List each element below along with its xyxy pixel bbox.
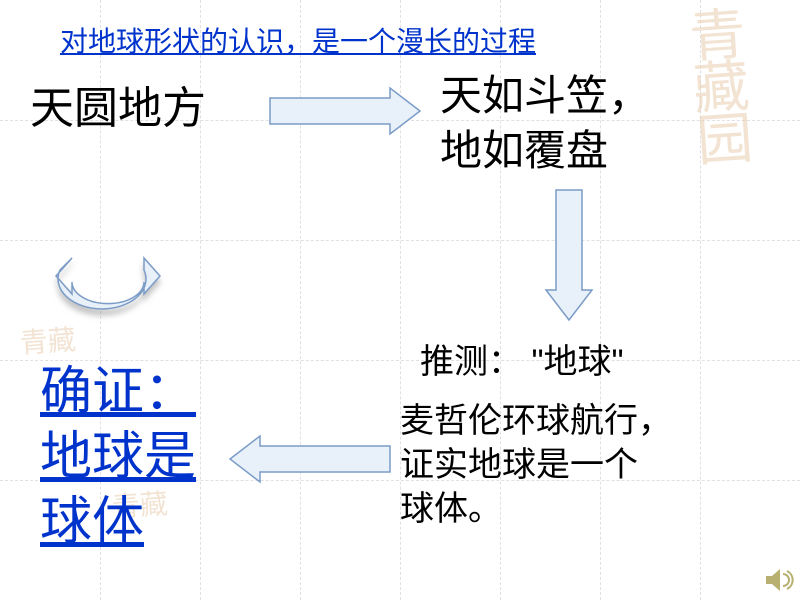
concept-1: 天圆地方 [30,80,206,137]
sound-icon [764,566,794,594]
arrow-1-right [270,88,430,138]
concept-2: 天如斗笠， 地如覆盘 [440,70,650,179]
concept-3-term: "地球" [531,343,623,381]
arrow-3-left [230,436,400,486]
concept-5-line3: 球体 [40,490,196,555]
concept-5: 确证： 地球是 球体 [40,360,196,555]
concept-2-line1: 天如斗笠， [440,70,650,125]
concept-4: 麦哲伦环球航行， 证实地球是一个 球体。 [400,400,672,533]
slide-title: 对地球形状的认识，是一个漫长的过程 [60,20,536,60]
arrow-spin [48,252,168,342]
concept-3: 推测： "地球" [420,340,624,384]
seal-top-right: 青藏园 [685,4,746,163]
concept-4-line3: 球体。 [400,488,672,532]
concept-5-line2: 地球是 [40,425,196,490]
concept-2-line2: 地如覆盘 [440,125,650,180]
concept-5-line1: 确证： [40,360,196,425]
concept-3-prefix: 推测： [420,343,522,381]
concept-4-line1: 麦哲伦环球航行， [400,400,672,444]
concept-4-line2: 证实地球是一个 [400,444,672,488]
arrow-2-down [546,190,596,330]
